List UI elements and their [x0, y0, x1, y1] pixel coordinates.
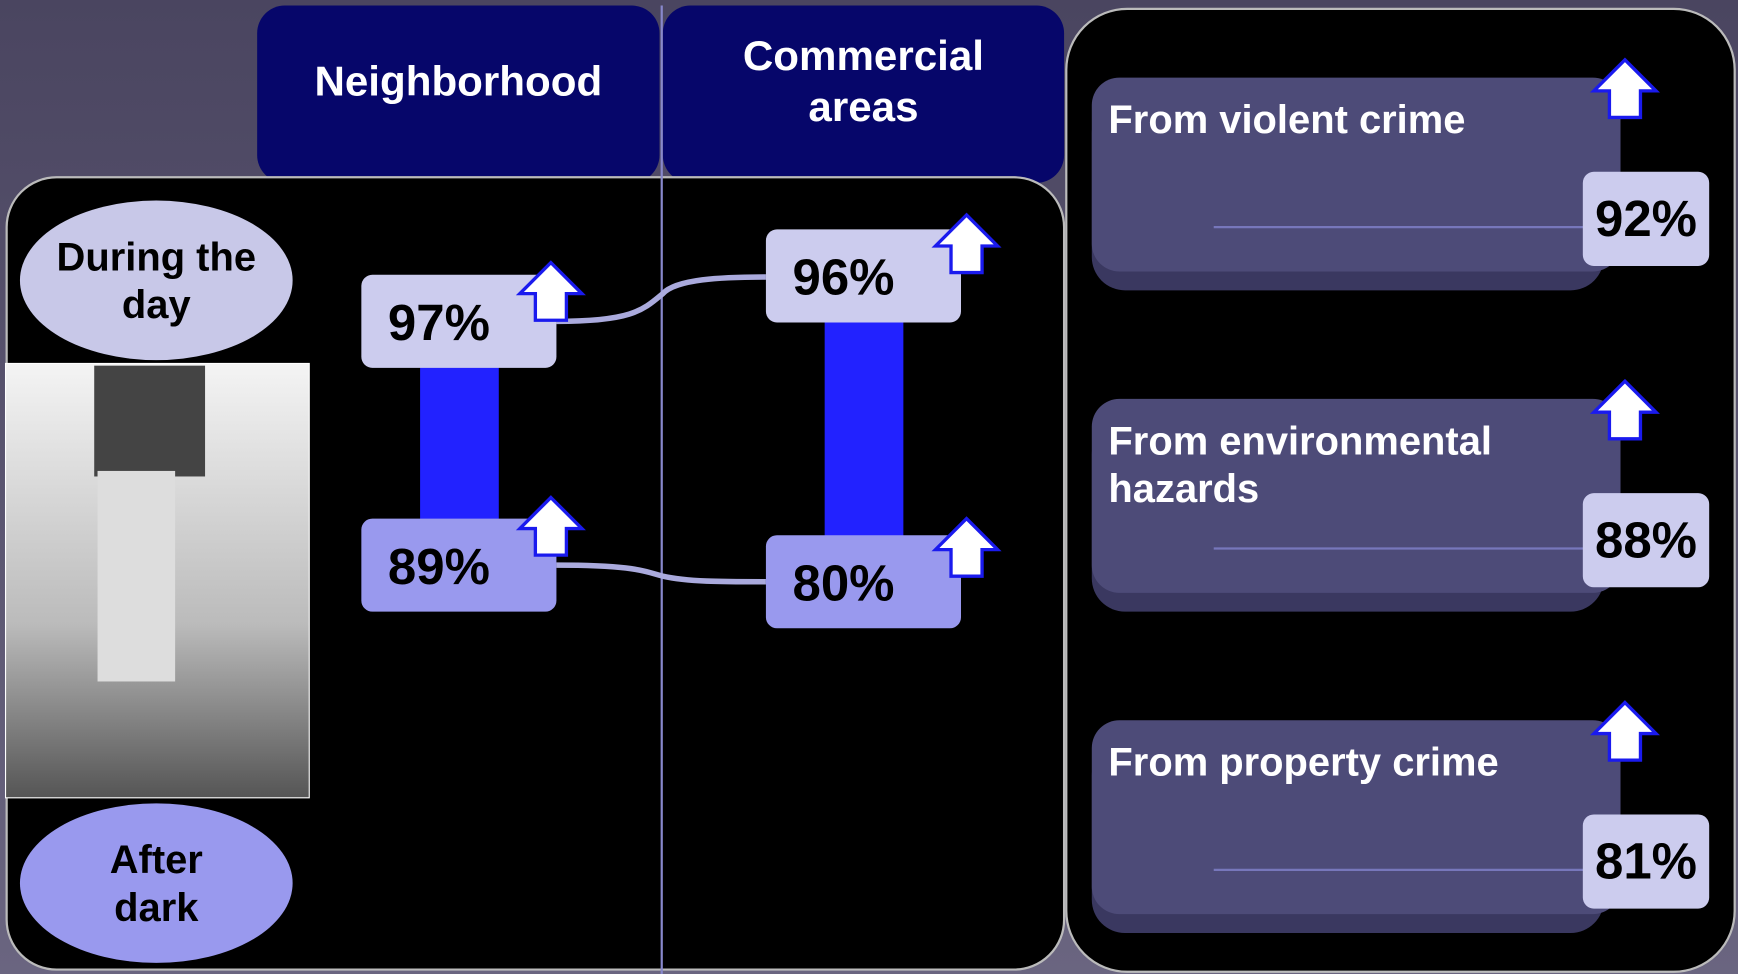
- row-label: During the day: [55, 222, 257, 339]
- category-label: From violent crime: [1108, 95, 1551, 217]
- photo-figure: [94, 366, 205, 477]
- slide: Neighborhood Commercial areas During the…: [0, 0, 1738, 974]
- value: 92%: [1583, 172, 1709, 266]
- value: 97%: [361, 275, 516, 373]
- value: 89%: [361, 519, 516, 617]
- range-bar: [825, 320, 904, 537]
- row-label: After dark: [78, 824, 235, 941]
- value: 81%: [1583, 814, 1709, 908]
- column-header: Neighborhood: [257, 6, 659, 161]
- slide-content: Neighborhood Commercial areas During the…: [0, 0, 1738, 974]
- category-label: From environmental hazards: [1108, 417, 1551, 539]
- value: 80%: [766, 535, 921, 633]
- value: 96%: [766, 229, 921, 327]
- category-label: From property crime: [1108, 738, 1551, 860]
- photo-figure: [98, 471, 176, 682]
- value: 88%: [1583, 493, 1709, 587]
- column-header: Commercial areas: [709, 6, 1017, 161]
- range-bar: [420, 366, 499, 521]
